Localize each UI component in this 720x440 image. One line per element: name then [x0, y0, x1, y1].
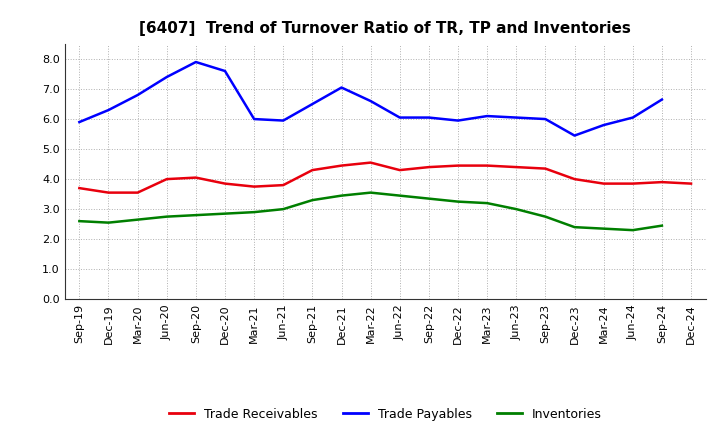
Trade Payables	[337, 85, 346, 90]
Trade Receivables	[395, 168, 404, 173]
Trade Payables	[75, 119, 84, 125]
Trade Receivables	[454, 163, 462, 168]
Inventories	[395, 193, 404, 198]
Trade Receivables	[133, 190, 142, 195]
Inventories	[337, 193, 346, 198]
Trade Receivables	[337, 163, 346, 168]
Trade Receivables	[629, 181, 637, 186]
Trade Receivables	[308, 168, 317, 173]
Inventories	[366, 190, 375, 195]
Inventories	[512, 206, 521, 212]
Trade Receivables	[570, 176, 579, 182]
Trade Payables	[163, 74, 171, 80]
Trade Payables	[366, 99, 375, 104]
Inventories	[657, 223, 666, 228]
Trade Receivables	[104, 190, 113, 195]
Trade Payables	[599, 122, 608, 128]
Inventories	[629, 227, 637, 233]
Line: Trade Payables: Trade Payables	[79, 62, 662, 136]
Inventories	[599, 226, 608, 231]
Trade Payables	[104, 107, 113, 113]
Trade Payables	[250, 117, 258, 122]
Trade Payables	[454, 118, 462, 123]
Trade Receivables	[599, 181, 608, 186]
Line: Trade Receivables: Trade Receivables	[79, 163, 691, 193]
Inventories	[104, 220, 113, 225]
Trade Payables	[425, 115, 433, 120]
Trade Payables	[220, 68, 229, 73]
Trade Receivables	[220, 181, 229, 186]
Title: [6407]  Trend of Turnover Ratio of TR, TP and Inventories: [6407] Trend of Turnover Ratio of TR, TP…	[139, 21, 631, 36]
Inventories	[425, 196, 433, 201]
Trade Receivables	[657, 180, 666, 185]
Inventories	[163, 214, 171, 219]
Legend: Trade Receivables, Trade Payables, Inventories: Trade Receivables, Trade Payables, Inven…	[164, 403, 606, 425]
Inventories	[541, 214, 550, 219]
Trade Receivables	[163, 176, 171, 182]
Trade Payables	[570, 133, 579, 138]
Trade Receivables	[483, 163, 492, 168]
Trade Receivables	[279, 183, 287, 188]
Trade Receivables	[75, 186, 84, 191]
Trade Receivables	[366, 160, 375, 165]
Trade Payables	[483, 114, 492, 119]
Trade Receivables	[512, 165, 521, 170]
Inventories	[279, 206, 287, 212]
Trade Payables	[279, 118, 287, 123]
Inventories	[220, 211, 229, 216]
Inventories	[483, 201, 492, 206]
Inventories	[570, 224, 579, 230]
Inventories	[75, 219, 84, 224]
Trade Payables	[395, 115, 404, 120]
Trade Payables	[629, 115, 637, 120]
Trade Receivables	[192, 175, 200, 180]
Trade Receivables	[687, 181, 696, 186]
Trade Payables	[512, 115, 521, 120]
Trade Payables	[657, 97, 666, 102]
Trade Payables	[541, 117, 550, 122]
Line: Inventories: Inventories	[79, 193, 662, 230]
Inventories	[192, 213, 200, 218]
Trade Receivables	[425, 165, 433, 170]
Inventories	[250, 209, 258, 215]
Inventories	[454, 199, 462, 204]
Inventories	[308, 198, 317, 203]
Trade Payables	[308, 101, 317, 106]
Inventories	[133, 217, 142, 222]
Trade Receivables	[250, 184, 258, 189]
Trade Payables	[133, 92, 142, 98]
Trade Payables	[192, 59, 200, 65]
Trade Receivables	[541, 166, 550, 171]
